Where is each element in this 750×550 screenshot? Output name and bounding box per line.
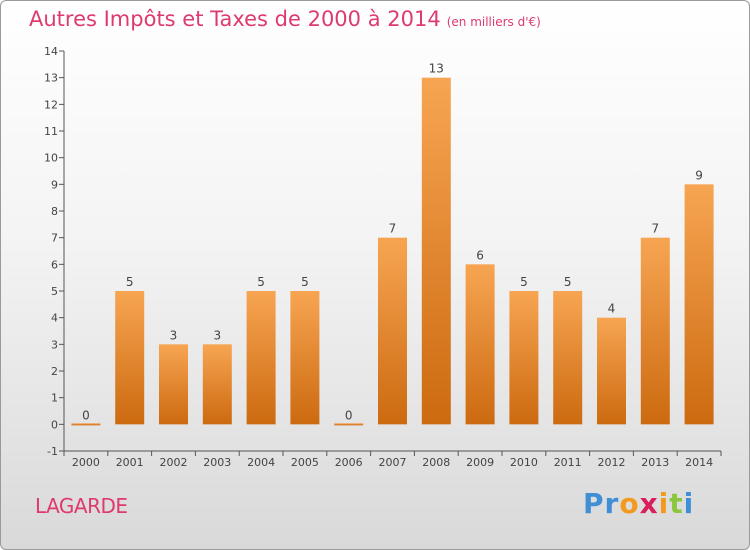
y-tick-label: 5 — [51, 285, 58, 298]
x-tick-label: 2013 — [641, 456, 669, 469]
bar — [159, 344, 188, 425]
bar-value-label: 5 — [520, 275, 528, 289]
bar-value-label: 3 — [170, 328, 178, 342]
y-tick-label: 0 — [51, 418, 58, 431]
bar-value-label: 3 — [213, 328, 221, 342]
bar-value-label: 0 — [345, 408, 353, 422]
x-tick-label: 2007 — [379, 456, 407, 469]
bar — [465, 264, 495, 425]
y-tick-label: 11 — [44, 125, 58, 138]
x-tick-label: 2002 — [160, 456, 188, 469]
y-tick-label: -1 — [47, 445, 58, 458]
y-tick-label: 8 — [51, 205, 58, 218]
bar-value-label: 4 — [608, 302, 616, 316]
y-tick-label: 14 — [44, 45, 58, 58]
x-tick-label: 2014 — [685, 456, 713, 469]
x-tick-label: 2012 — [598, 456, 626, 469]
x-tick-label: 2003 — [203, 456, 231, 469]
x-tick-label: 2008 — [422, 456, 450, 469]
bar — [246, 291, 276, 425]
y-tick-label: 2 — [51, 365, 58, 378]
bar — [684, 184, 714, 425]
chart-title: Autres Impôts et Taxes de 2000 à 2014 (en… — [29, 7, 541, 31]
bar — [202, 344, 232, 425]
bar — [421, 77, 451, 425]
title-unit: (en milliers d'€) — [446, 15, 541, 29]
y-tick-label: 9 — [51, 178, 58, 191]
bar-value-label: 5 — [126, 275, 134, 289]
logo-letter: t — [669, 487, 684, 520]
x-tick-label: 2010 — [510, 456, 538, 469]
bar-value-label: 7 — [651, 222, 659, 236]
x-tick-label: 2006 — [335, 456, 363, 469]
bar — [509, 291, 539, 425]
bar — [597, 317, 626, 425]
bar — [334, 423, 364, 426]
logo-letter: i — [683, 487, 695, 520]
logo-letter: i — [658, 487, 670, 520]
x-tick-label: 2009 — [466, 456, 494, 469]
bar — [378, 237, 407, 425]
place-name: LAGARDE — [35, 494, 128, 518]
bar — [115, 291, 145, 425]
x-tick-label: 2001 — [116, 456, 144, 469]
bar-value-label: 5 — [301, 275, 309, 289]
title-text: Autres Impôts et Taxes de 2000 à 2014 — [29, 7, 441, 31]
y-tick-label: 3 — [51, 338, 58, 351]
x-tick-label: 2000 — [72, 456, 100, 469]
bar-value-label: 6 — [476, 248, 484, 262]
logo-letter: x — [639, 487, 659, 520]
y-tick-label: 10 — [44, 152, 58, 165]
bar-value-label: 9 — [695, 168, 703, 182]
bar — [71, 423, 101, 426]
x-tick-label: 2004 — [247, 456, 275, 469]
bar — [290, 291, 320, 425]
bar-value-label: 0 — [82, 408, 90, 422]
y-tick-label: 12 — [44, 98, 58, 111]
y-tick-label: 4 — [51, 312, 58, 325]
x-tick-label: 2005 — [291, 456, 319, 469]
proxiti-logo: Proxiti — [583, 487, 694, 520]
bar-value-label: 5 — [564, 275, 572, 289]
y-tick-label: 6 — [51, 258, 58, 271]
bar-value-label: 13 — [429, 62, 444, 76]
bar-value-label: 7 — [389, 222, 397, 236]
y-tick-label: 13 — [44, 72, 58, 85]
logo-letter: P — [583, 487, 605, 520]
x-tick-label: 2011 — [554, 456, 582, 469]
y-tick-label: 7 — [51, 232, 58, 245]
y-tick-label: 1 — [51, 392, 58, 405]
logo-letter: r — [604, 487, 620, 520]
bar — [553, 291, 583, 425]
logo-letter: o — [619, 487, 640, 520]
bar-value-label: 5 — [257, 275, 265, 289]
bar — [640, 237, 670, 425]
